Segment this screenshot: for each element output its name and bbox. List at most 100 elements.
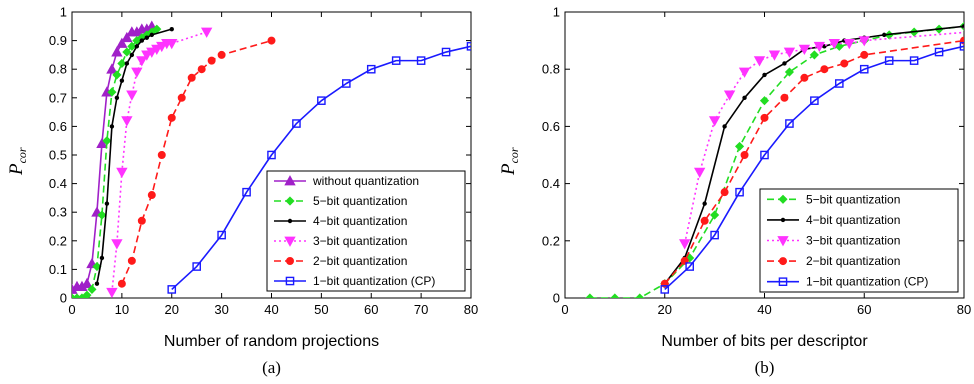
y-tick-label: 1 — [60, 5, 67, 20]
y-tick-label: 0.1 — [49, 262, 67, 277]
series-markers-5 — [660, 42, 964, 294]
series-line-5 — [664, 45, 964, 291]
y-tick-label: 0.3 — [49, 205, 67, 220]
legend-label: 1−bit quantization (CP) — [313, 274, 435, 288]
data-point — [121, 31, 133, 43]
data-point — [177, 93, 186, 102]
data-point — [820, 65, 829, 74]
data-point — [835, 79, 844, 88]
data-point — [753, 56, 766, 67]
chart-panel-1: 0 10 20 30 40 50 60 70 80 0 0.1 0.2 0.3 0.4 0.5 0.6 0.7 0… — [6, 5, 478, 378]
x-axis-label: Number of random projections — [164, 333, 379, 350]
legend-label: 5−bit quantization — [313, 194, 407, 208]
legend-label: 4−bit quantization — [313, 214, 407, 228]
data-point — [679, 239, 691, 250]
data-point — [882, 32, 887, 38]
data-point — [169, 26, 174, 32]
data-point — [416, 56, 426, 65]
data-point — [96, 137, 108, 148]
series-group — [72, 20, 471, 298]
y-axis-label: Pcor — [6, 147, 29, 176]
data-point — [884, 56, 894, 65]
legend-label: 2−bit quantization — [806, 254, 900, 268]
legend-swatch-marker — [778, 194, 788, 204]
data-point — [710, 230, 719, 240]
data-point — [131, 67, 143, 78]
x-tick-label: 60 — [857, 302, 871, 317]
data-point — [760, 150, 769, 160]
data-point — [610, 293, 620, 298]
legend-swatch-marker — [285, 196, 295, 206]
legend-swatch-marker — [285, 276, 295, 286]
data-point — [197, 65, 206, 74]
x-tick-label: 80 — [957, 302, 971, 317]
y-tick-label: 0.5 — [49, 148, 67, 163]
data-point — [127, 256, 136, 265]
y-tick-label: 0.6 — [49, 119, 67, 134]
data-point — [963, 27, 964, 29]
data-point — [317, 96, 326, 105]
panel-label: (a) — [262, 358, 281, 377]
data-point — [126, 90, 138, 101]
data-point — [106, 287, 118, 298]
data-point — [768, 50, 781, 61]
data-point — [147, 191, 156, 200]
y-tick-label: 0 — [553, 291, 560, 306]
y-axis-label-subscript: cor — [15, 147, 29, 163]
y-tick-label: 0.7 — [49, 90, 67, 105]
y-tick-label: 0.6 — [542, 119, 560, 134]
data-point — [708, 116, 721, 127]
legend-label: 1−bit quantization (CP) — [806, 275, 928, 289]
data-point — [723, 90, 736, 101]
legend-label: 3−bit quantization — [806, 234, 900, 248]
data-point — [858, 36, 870, 47]
data-point — [785, 119, 794, 128]
data-point — [366, 64, 376, 74]
data-point — [782, 61, 787, 66]
data-point — [92, 261, 102, 272]
data-point — [97, 210, 107, 220]
legend-swatch-marker — [287, 218, 293, 224]
data-point — [200, 27, 213, 38]
data-point — [784, 67, 795, 77]
data-point — [292, 119, 301, 128]
data-point — [738, 67, 751, 78]
data-point — [117, 279, 126, 288]
y-tick-label: 0 — [60, 291, 67, 306]
data-point — [441, 47, 451, 57]
data-point — [107, 87, 117, 97]
series-markers-4 — [106, 27, 213, 298]
legend: without quantization 5−bit quantization 4−… — [266, 170, 466, 292]
data-point — [136, 56, 148, 67]
data-point — [149, 32, 154, 38]
data-point — [192, 262, 201, 271]
data-point — [693, 167, 706, 178]
x-tick-label: 70 — [414, 302, 428, 317]
data-point — [111, 46, 123, 57]
data-point — [267, 36, 276, 45]
data-point — [702, 201, 707, 206]
data-point — [87, 284, 97, 294]
data-point — [391, 56, 401, 65]
data-point — [139, 38, 145, 43]
data-point — [117, 58, 127, 69]
data-point — [104, 201, 110, 206]
legend-box — [266, 170, 466, 292]
data-point — [112, 70, 122, 80]
data-point — [124, 61, 130, 66]
series-markers-3 — [94, 26, 174, 286]
data-point — [859, 64, 869, 74]
data-point — [780, 93, 789, 102]
x-tick-label: 60 — [364, 302, 378, 317]
y-tick-label: 0.4 — [49, 176, 67, 191]
y-axis-label: Pcor — [498, 147, 521, 176]
data-point — [129, 52, 135, 58]
x-tick-label: 50 — [314, 302, 328, 317]
data-point — [114, 95, 120, 101]
series-group — [585, 21, 964, 298]
data-point — [720, 188, 729, 197]
data-point — [137, 216, 146, 225]
data-point — [127, 41, 137, 51]
data-point — [217, 230, 226, 240]
data-point — [660, 285, 670, 294]
